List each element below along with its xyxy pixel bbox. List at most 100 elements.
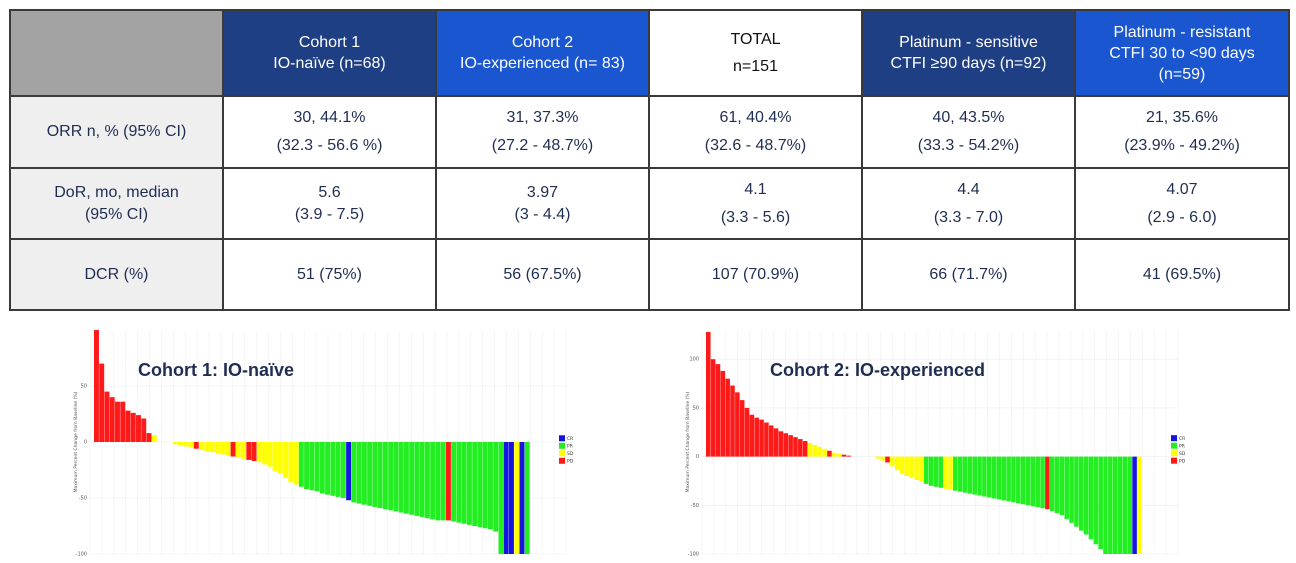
bar (986, 456, 992, 498)
bar (972, 456, 977, 495)
bar (393, 442, 399, 512)
header-platinum-sensitive: Platinum - sensitive CTFI ≥90 days (n=92… (861, 9, 1076, 97)
bar (1064, 456, 1070, 519)
bar (204, 442, 210, 451)
header-line: Platinum - resistant (1113, 23, 1251, 41)
bar (1011, 456, 1016, 503)
bar (977, 456, 982, 496)
cell-value: 5.6 (318, 183, 341, 201)
chart-title: Cohort 1: IO-naïve (138, 360, 294, 380)
cell-ci: (3.9 - 7.5) (294, 205, 365, 223)
table-cell: 3.97 (3 - 4.4) (435, 167, 650, 240)
y-tick-label: -100 (688, 552, 699, 558)
bar (524, 442, 530, 554)
bar (933, 456, 939, 487)
bar (172, 442, 178, 445)
bar (482, 442, 488, 529)
y-tick-label: 0 (696, 454, 699, 460)
bar (1016, 456, 1021, 504)
bar (298, 442, 304, 487)
legend-label: SD (567, 451, 574, 457)
bar (710, 359, 716, 457)
table-cell: 51 (75%) (222, 238, 437, 311)
bars (706, 331, 1142, 554)
table-cell: 107 (70.9%) (648, 238, 863, 311)
y-tick-label: -50 (79, 496, 87, 502)
bar (817, 446, 822, 457)
bar (720, 370, 726, 457)
cell-value: 4.07 (1166, 180, 1198, 198)
bar (1035, 456, 1040, 508)
results-table: Cohort 1 IO-naïve (n=68) Cohort 2 IO-exp… (9, 9, 1290, 311)
legend-label: PD (567, 459, 574, 465)
chart-title: Cohort 2: IO-experienced (770, 360, 985, 380)
bar (141, 418, 147, 442)
bar (346, 442, 352, 501)
bar (1069, 456, 1074, 523)
bar (919, 456, 924, 482)
bar (314, 442, 320, 492)
legend-swatch (559, 450, 565, 457)
bar (759, 419, 764, 457)
bar (1108, 456, 1113, 554)
bar (890, 456, 895, 467)
bar (319, 442, 325, 494)
bar (472, 442, 478, 526)
bar (764, 422, 769, 457)
row-label-text: DCR (%) (84, 265, 149, 283)
bar (115, 401, 120, 442)
waterfall-svg-cohort-2: 100 50 0 -50 -100 Maximum Percent Change from… (685, 330, 1186, 558)
bar (996, 456, 1002, 500)
legend-swatch (1171, 442, 1177, 449)
header-line: IO-experienced (n= 83) (460, 55, 625, 72)
bar (151, 435, 157, 442)
bar (1025, 456, 1031, 506)
cell-value: 40, 43.5% (932, 109, 1005, 126)
bar (793, 437, 798, 457)
bar (967, 456, 973, 494)
bar (356, 442, 362, 504)
bar (146, 433, 152, 442)
bar (377, 442, 383, 509)
bar (99, 363, 105, 442)
bar (953, 456, 958, 491)
bar (899, 456, 905, 475)
bar (773, 428, 779, 457)
bar (1059, 456, 1065, 516)
bar (120, 401, 126, 442)
bar (885, 456, 890, 463)
bar (957, 456, 963, 492)
cell-value: 56 (67.5%) (503, 265, 582, 283)
bar (1074, 456, 1079, 527)
table-cell: 40, 43.5% (33.3 - 54.2%) (861, 95, 1076, 169)
bar (246, 442, 252, 460)
cell-value: 66 (71.7%) (929, 265, 1008, 283)
bar (288, 442, 294, 483)
table-cell: 61, 40.4% (32.6 - 48.7%) (648, 95, 863, 169)
cell-value: 30, 44.1% (293, 109, 366, 126)
header-platinum-resistant: Platinum - resistant CTFI 30 to <90 days… (1074, 9, 1290, 97)
bar (335, 442, 341, 497)
bar (982, 456, 987, 497)
bar (802, 441, 808, 457)
bar (1083, 456, 1089, 535)
y-axis-label: Maximum Percent Change from Baseline (%) (685, 391, 691, 492)
header-line: CTFI ≥90 days (n=92) (890, 55, 1047, 72)
cell-ci: (3.3 - 7.0) (933, 208, 1004, 226)
legend-label: PD (1179, 458, 1186, 464)
y-tick-label: -50 (691, 503, 699, 509)
bar (948, 456, 953, 490)
bar (924, 456, 929, 484)
header-line: Cohort 1 (298, 34, 361, 51)
bar (199, 442, 204, 450)
bar (130, 412, 136, 442)
bar (424, 442, 430, 519)
bars (94, 330, 530, 554)
bar (325, 442, 331, 495)
bar (220, 442, 226, 455)
header-line: Platinum - sensitive (899, 34, 1038, 51)
bar (382, 442, 388, 510)
cell-ci: (3 - 4.4) (514, 205, 571, 223)
bar (487, 442, 493, 530)
bar (477, 442, 483, 528)
